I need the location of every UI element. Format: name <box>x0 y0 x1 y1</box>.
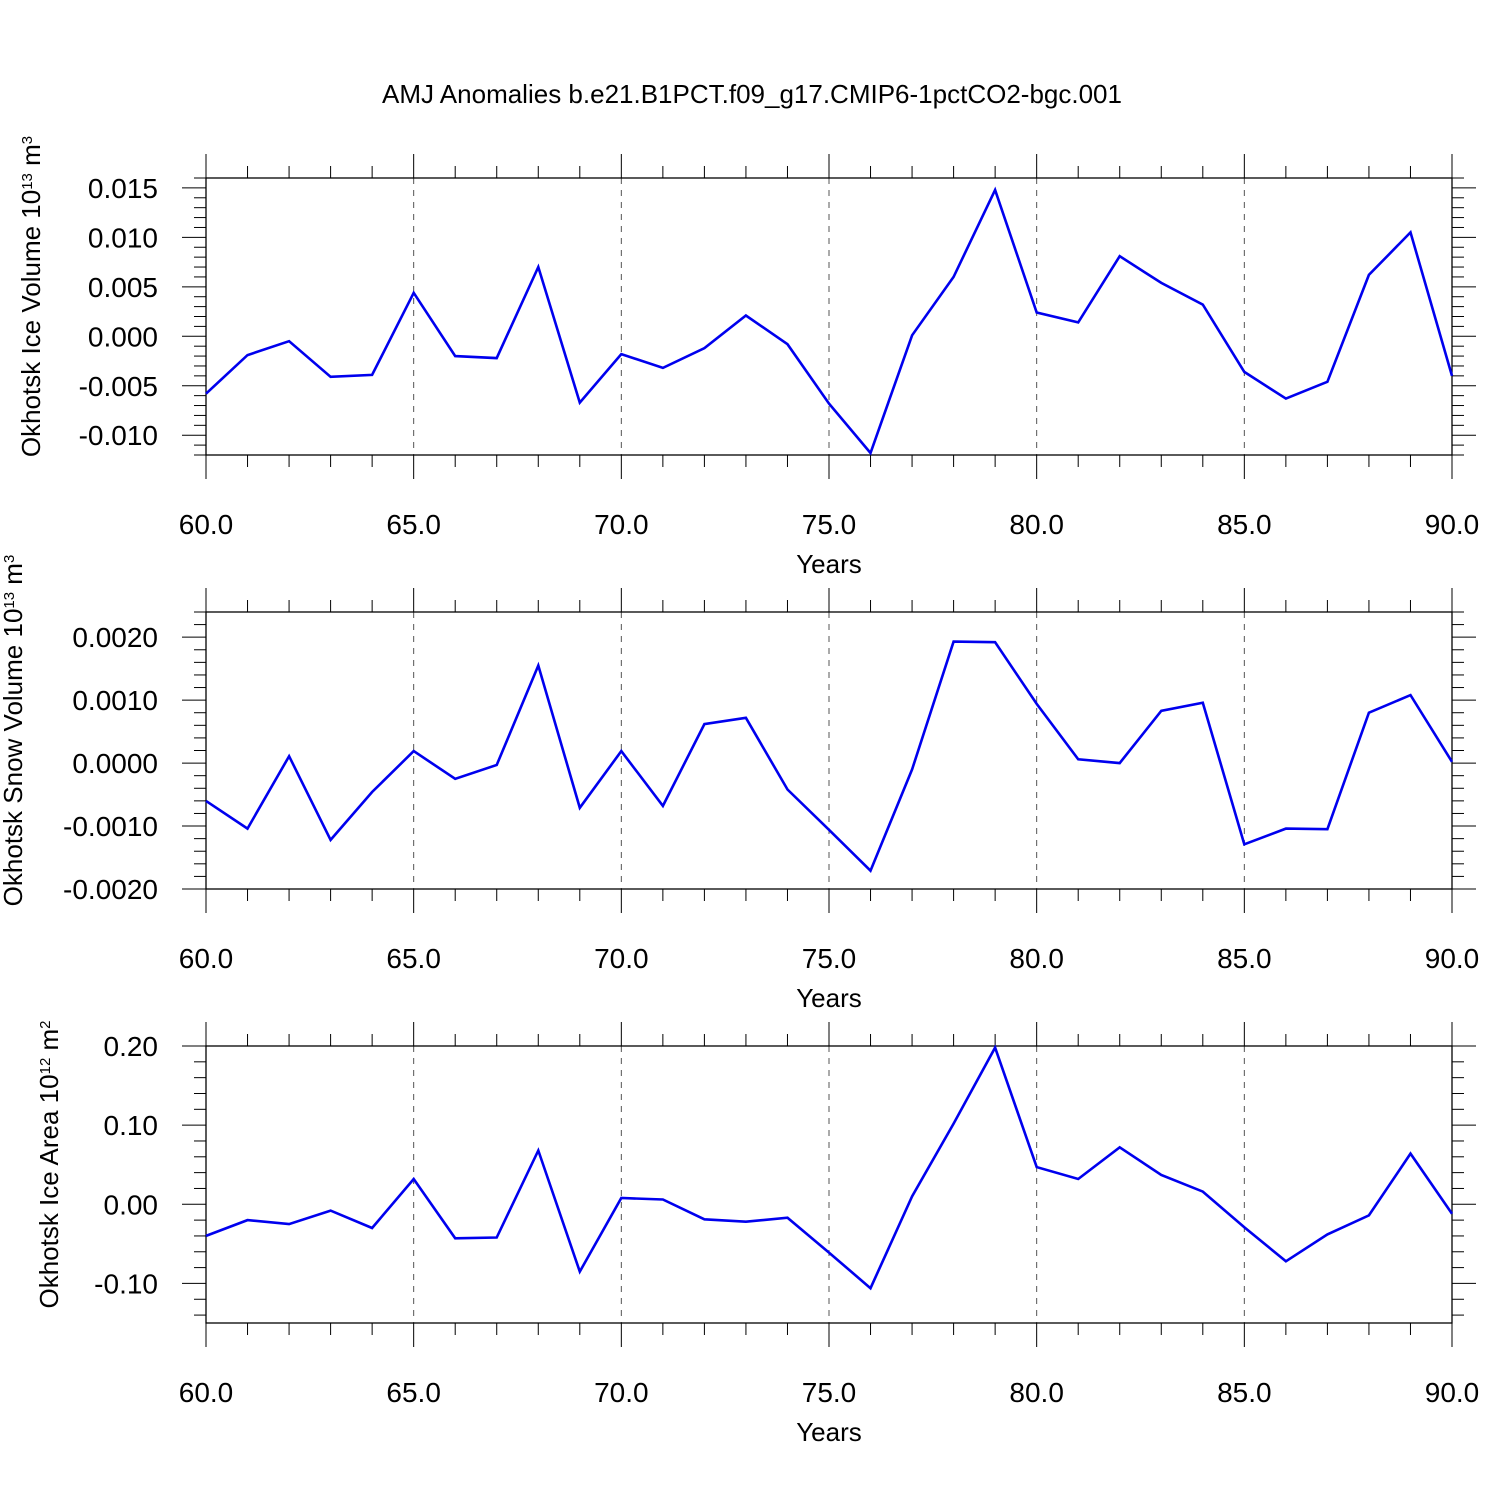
y-axis-label-ylabel-unit: m <box>34 1029 64 1058</box>
y-tick-label: 0.20 <box>104 1031 159 1062</box>
x-tick-label: 70.0 <box>594 943 649 974</box>
y-axis-label: Okhotsk Ice Area 1012 m2 <box>34 1020 64 1308</box>
x-tick-label: 80.0 <box>1009 509 1064 540</box>
panel-ice-volume: 60.0 65.0 70.0 75.0 80.0 85.0 90.0 0.015 0.010 0.… <box>16 136 1479 579</box>
x-tick-label: 60.0 <box>179 943 234 974</box>
x-tick-label: 65.0 <box>386 943 441 974</box>
figure-title: AMJ Anomalies b.e21.B1PCT.f09_g17.CMIP6-… <box>382 79 1122 109</box>
y-axis-label-ylabel-exp: 13 <box>19 173 36 190</box>
x-axis-label: Years <box>796 983 862 1013</box>
x-tick-label: 80.0 <box>1009 1377 1064 1408</box>
y-axis-label: Okhotsk Ice Volume 1013 m3 <box>16 136 46 457</box>
x-tick-label: 70.0 <box>594 1377 649 1408</box>
x-tick-label: 70.0 <box>594 509 649 540</box>
y-axis-label-ylabel-exp: 12 <box>37 1058 54 1075</box>
x-axis-label: Years <box>796 549 862 579</box>
y-tick-label: 0.000 <box>88 321 158 352</box>
y-tick-label: 0.0000 <box>72 748 158 779</box>
x-tick-label: 80.0 <box>1009 943 1064 974</box>
y-tick-label: 0.010 <box>88 222 158 253</box>
x-tick-label: 65.0 <box>386 1377 441 1408</box>
y-axis-label-ylabel-unit-exp: 3 <box>19 136 36 144</box>
y-axis-label: Okhotsk Snow Volume 1013 m3 <box>0 555 28 907</box>
x-tick-label: 75.0 <box>802 509 857 540</box>
y-tick-label: 0.015 <box>88 173 158 204</box>
x-tick-label: 60.0 <box>179 509 234 540</box>
x-tick-label: 85.0 <box>1217 943 1272 974</box>
y-tick-label: 0.005 <box>88 272 158 303</box>
y-axis-label-ylabel-exp: 13 <box>1 592 18 609</box>
y-axis-label-ylabel-unit-exp: 2 <box>37 1020 54 1028</box>
y-tick-label: 0.0010 <box>72 685 158 716</box>
y-tick-label: -0.10 <box>94 1268 158 1299</box>
panel-ice-area: 60.0 65.0 70.0 75.0 80.0 85.0 90.0 0.20 0.10 0.00… <box>34 1020 1479 1447</box>
x-tick-label: 90.0 <box>1425 509 1480 540</box>
y-axis-label-ylabel-main: Okhotsk Ice Volume 10 <box>16 190 46 457</box>
x-tick-label: 90.0 <box>1425 943 1480 974</box>
y-axis-label-ylabel-unit: m <box>0 563 28 592</box>
y-tick-label: -0.005 <box>79 371 158 402</box>
y-axis-label-ylabel-main: Okhotsk Ice Area 10 <box>34 1074 64 1308</box>
y-axis-label-ylabel-main: Okhotsk Snow Volume 10 <box>0 609 28 907</box>
y-axis-label-ylabel-unit-exp: 3 <box>1 555 18 563</box>
x-axis-label: Years <box>796 1417 862 1447</box>
x-tick-label: 85.0 <box>1217 1377 1272 1408</box>
y-axis-label-ylabel-unit: m <box>16 144 46 173</box>
y-tick-label: -0.0020 <box>63 874 158 905</box>
x-tick-label: 65.0 <box>386 509 441 540</box>
y-tick-label: 0.0020 <box>72 622 158 653</box>
panel-snow-volume: 60.0 65.0 70.0 75.0 80.0 85.0 90.0 0.0020 0.0010… <box>0 555 1479 1013</box>
y-tick-label: -0.0010 <box>63 811 158 842</box>
y-tick-label: 0.10 <box>104 1110 159 1141</box>
y-tick-label: 0.00 <box>104 1189 159 1220</box>
y-tick-label: -0.010 <box>79 420 158 451</box>
x-tick-label: 75.0 <box>802 1377 857 1408</box>
x-tick-label: 60.0 <box>179 1377 234 1408</box>
x-tick-label: 75.0 <box>802 943 857 974</box>
x-tick-label: 90.0 <box>1425 1377 1480 1408</box>
x-tick-label: 85.0 <box>1217 509 1272 540</box>
